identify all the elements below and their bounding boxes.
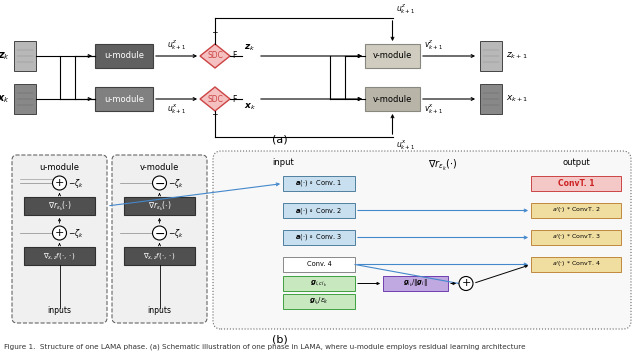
Text: $-\zeta_k$: $-\zeta_k$ (68, 177, 84, 190)
Text: Conv. 4: Conv. 4 (307, 261, 332, 268)
Text: $-\zeta_k$: $-\zeta_k$ (68, 226, 84, 239)
Text: output: output (562, 158, 590, 167)
Text: $\boldsymbol{x}_k$: $\boldsymbol{x}_k$ (0, 93, 10, 105)
Text: $\boldsymbol{g}_{i_k}/\varepsilon_k$: $\boldsymbol{g}_{i_k}/\varepsilon_k$ (309, 296, 329, 307)
Text: (b): (b) (272, 334, 288, 344)
Text: $\nabla r_{\varepsilon_k}(\cdot)$: $\nabla r_{\varepsilon_k}(\cdot)$ (148, 199, 172, 213)
FancyBboxPatch shape (112, 155, 207, 323)
Text: SDC: SDC (207, 52, 223, 61)
Bar (531, 230, 621, 245)
Bar (531, 257, 621, 272)
Text: $u^x_{k+1}$: $u^x_{k+1}$ (167, 102, 186, 116)
Bar (95, 44, 153, 68)
Bar (283, 230, 355, 245)
Text: inputs: inputs (147, 306, 172, 315)
Text: $z_{k+1}$: $z_{k+1}$ (506, 51, 527, 61)
Text: SDC: SDC (207, 95, 223, 104)
Bar (480, 41, 502, 71)
Text: $\boldsymbol{z}_k$: $\boldsymbol{z}_k$ (244, 43, 255, 53)
Text: (a): (a) (272, 134, 288, 144)
Text: $-\zeta_k$: $-\zeta_k$ (168, 177, 184, 190)
Text: $a'(\cdot)$ $*$ ConvT. 3: $a'(\cdot)$ $*$ ConvT. 3 (552, 232, 600, 243)
Text: F: F (232, 52, 236, 61)
Text: Figure 1.  Structure of one LAMA phase. (a) Schematic illustration of one phase : Figure 1. Structure of one LAMA phase. (… (4, 344, 525, 350)
Text: $v^x_{k+1}$: $v^x_{k+1}$ (424, 102, 443, 116)
Text: $\nabla r_{\varepsilon_k}(\cdot)$: $\nabla r_{\varepsilon_k}(\cdot)$ (48, 199, 71, 213)
Bar (283, 294, 355, 309)
Text: $v^z_{k+1}$: $v^z_{k+1}$ (424, 39, 443, 52)
Text: $\nabla_{x,z}f(\cdot,\cdot)$: $\nabla_{x,z}f(\cdot,\cdot)$ (143, 251, 176, 261)
Circle shape (152, 226, 166, 240)
Bar (24, 247, 95, 265)
Text: $u^x_{k+1}$: $u^x_{k+1}$ (396, 139, 415, 152)
Text: $x_{k+1}$: $x_{k+1}$ (506, 94, 529, 104)
Circle shape (52, 176, 67, 190)
Text: $u^z_{k+1}$: $u^z_{k+1}$ (167, 39, 186, 52)
Text: $u^z_{k+1}$: $u^z_{k+1}$ (396, 3, 415, 16)
Text: input: input (272, 158, 294, 167)
Bar (95, 87, 153, 111)
Bar (283, 203, 355, 218)
Text: $\boldsymbol{z}_k$: $\boldsymbol{z}_k$ (0, 50, 10, 62)
FancyBboxPatch shape (213, 151, 631, 329)
Bar (531, 203, 621, 218)
Text: u-module: u-module (104, 95, 144, 104)
Circle shape (152, 176, 166, 190)
Text: +: + (55, 228, 64, 238)
Text: u-module: u-module (104, 52, 144, 61)
Bar (365, 44, 420, 68)
Text: T: T (212, 32, 218, 41)
FancyBboxPatch shape (12, 155, 107, 323)
Bar (383, 276, 448, 291)
Text: v-module: v-module (373, 95, 412, 104)
Text: $-$: $-$ (154, 177, 165, 190)
Text: T: T (212, 114, 218, 123)
Text: +: + (461, 278, 470, 288)
Bar (283, 257, 355, 272)
Text: $-$: $-$ (154, 226, 165, 239)
Text: v-module: v-module (373, 52, 412, 61)
Bar (14, 84, 36, 114)
Text: $a'(\cdot)$ $*$ ConvT. 2: $a'(\cdot)$ $*$ ConvT. 2 (552, 205, 600, 216)
Circle shape (52, 226, 67, 240)
Text: $\boldsymbol{a}(\cdot)\circ$ Conv. 3: $\boldsymbol{a}(\cdot)\circ$ Conv. 3 (296, 232, 342, 243)
Text: F: F (232, 95, 236, 104)
Text: inputs: inputs (47, 306, 72, 315)
Text: $\boldsymbol{a}(\cdot)\circ$ Conv. 1: $\boldsymbol{a}(\cdot)\circ$ Conv. 1 (296, 178, 342, 188)
Text: $a'(\cdot)$ $*$ ConvT. 4: $a'(\cdot)$ $*$ ConvT. 4 (552, 260, 600, 269)
Text: $\boldsymbol{g}_{i,ci_k}$: $\boldsymbol{g}_{i,ci_k}$ (310, 278, 328, 288)
Text: v-module: v-module (140, 163, 179, 172)
Polygon shape (200, 44, 230, 68)
Bar (24, 197, 95, 215)
Text: ConvT. 1: ConvT. 1 (557, 179, 595, 188)
Bar (14, 41, 36, 71)
Text: $\boldsymbol{g}_{i_k}/\|\boldsymbol{g}_i\|$: $\boldsymbol{g}_{i_k}/\|\boldsymbol{g}_i… (403, 278, 428, 289)
Bar (124, 197, 195, 215)
Text: $\boldsymbol{x}_k$: $\boldsymbol{x}_k$ (244, 102, 256, 113)
Text: u-module: u-module (40, 163, 79, 172)
Text: $\nabla_{x,z}f(\cdot,\cdot)$: $\nabla_{x,z}f(\cdot,\cdot)$ (43, 251, 76, 261)
Polygon shape (200, 87, 230, 111)
Bar (531, 176, 621, 191)
Text: $\nabla r_{\varepsilon_k}(\cdot)$: $\nabla r_{\varepsilon_k}(\cdot)$ (428, 158, 458, 173)
Text: +: + (55, 178, 64, 188)
Bar (480, 84, 502, 114)
Bar (283, 176, 355, 191)
Circle shape (459, 277, 473, 291)
Bar (365, 87, 420, 111)
Bar (283, 276, 355, 291)
Text: $-\zeta_k$: $-\zeta_k$ (168, 226, 184, 239)
Text: $\boldsymbol{a}(\cdot)\circ$ Conv. 2: $\boldsymbol{a}(\cdot)\circ$ Conv. 2 (296, 205, 342, 216)
Bar (124, 247, 195, 265)
